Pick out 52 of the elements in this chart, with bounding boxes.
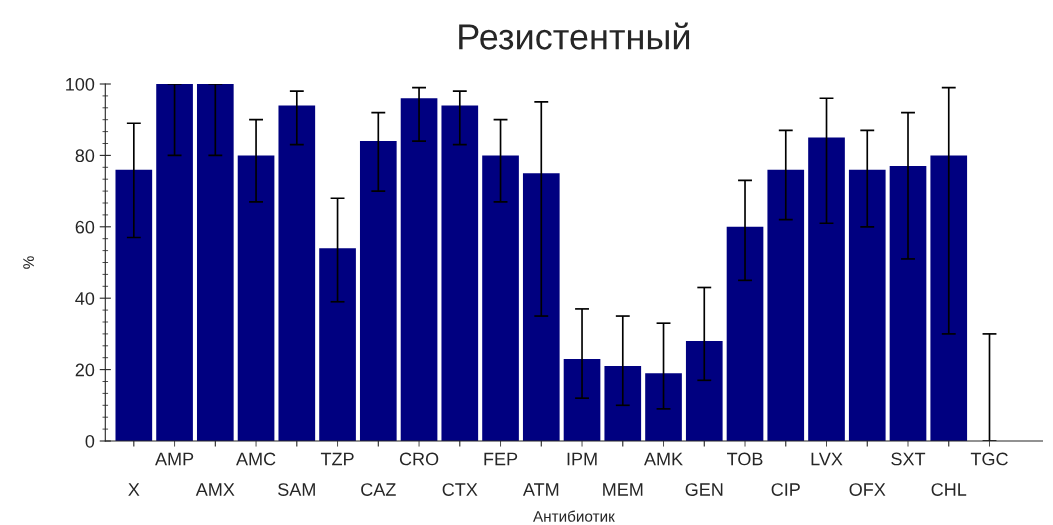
bar xyxy=(563,358,601,441)
x-tick-label: CTX xyxy=(442,483,478,496)
y-tick-label: 60 xyxy=(75,220,95,234)
x-tick-label: OFX xyxy=(849,483,886,496)
x-tick-label: CIP xyxy=(771,483,800,496)
x-tick-label: TZP xyxy=(320,452,354,466)
x-tick-label: AMP xyxy=(155,452,194,466)
bar xyxy=(848,169,886,441)
bar xyxy=(115,169,153,441)
bar xyxy=(278,105,316,441)
bar xyxy=(359,141,397,441)
bar xyxy=(604,366,642,441)
y-tick-label: 100 xyxy=(66,77,95,91)
bar xyxy=(685,341,723,441)
x-tick-label: CHL xyxy=(931,483,967,496)
bar xyxy=(156,84,193,441)
x-tick-label: AMX xyxy=(195,483,235,496)
bar xyxy=(930,155,968,441)
x-tick-label: SAM xyxy=(278,483,315,496)
bar xyxy=(645,373,682,441)
x-tick-label: TOB xyxy=(727,452,763,466)
bar xyxy=(441,105,479,441)
bar xyxy=(400,98,438,441)
x-tick-label: LVX xyxy=(811,452,843,466)
bar xyxy=(237,155,275,441)
x-tick-label: ATM xyxy=(522,483,559,496)
x-tick-label: AMC xyxy=(236,452,276,466)
x-tick-label: AMK xyxy=(644,452,683,466)
bar xyxy=(522,173,560,441)
x-axis-title: Антибиотик xyxy=(533,510,615,522)
bar xyxy=(726,226,764,441)
bar xyxy=(482,155,519,441)
x-tick-label: MEM xyxy=(603,483,643,496)
y-tick-label: 80 xyxy=(75,149,95,163)
bar xyxy=(767,169,805,441)
x-tick-label: TGC xyxy=(970,452,1008,466)
x-tick-label: GEN xyxy=(685,483,723,496)
bar xyxy=(808,137,845,441)
x-tick-label: FEP xyxy=(484,452,518,466)
x-tick-label: IPM xyxy=(567,452,597,466)
y-tick-label: 40 xyxy=(75,292,95,305)
x-tick-label: CRO xyxy=(399,452,439,466)
bar xyxy=(196,84,234,441)
chart-title: Резистентный xyxy=(459,22,690,50)
y-axis-title: % xyxy=(23,256,34,269)
x-tick-label: X xyxy=(128,483,140,496)
y-tick-label: 20 xyxy=(75,363,95,377)
bar xyxy=(319,248,356,441)
y-tick-label: 0 xyxy=(85,434,95,448)
x-tick-label: CAZ xyxy=(361,483,396,496)
bar xyxy=(889,166,927,441)
x-tick-label: SXT xyxy=(891,452,926,466)
